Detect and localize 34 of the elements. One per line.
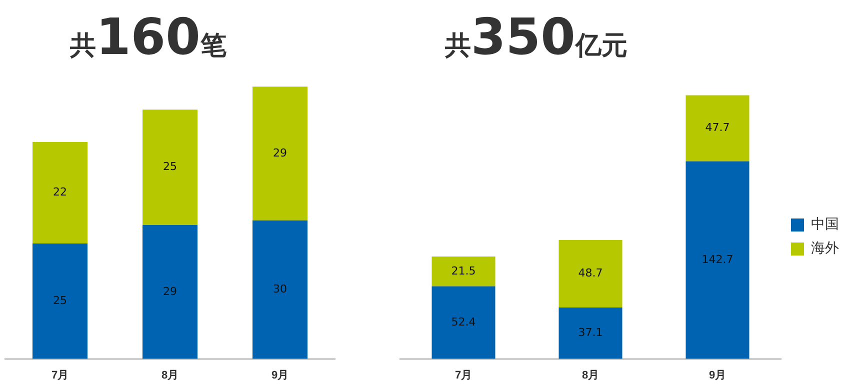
bar xyxy=(142,110,198,226)
bar xyxy=(142,225,198,359)
data-label: 29 xyxy=(163,284,177,298)
x-tick-label: 7月 xyxy=(51,369,69,382)
data-label: 142.7 xyxy=(702,252,734,266)
data-label: 48.7 xyxy=(578,266,603,280)
x-tick-label: 9月 xyxy=(271,369,289,382)
bar xyxy=(252,86,308,220)
data-label: 29 xyxy=(273,146,287,160)
legend-label: 海外 xyxy=(811,240,839,257)
bar xyxy=(686,95,750,162)
data-label: 21.5 xyxy=(451,264,476,278)
chart-title: 共160笔 xyxy=(70,8,226,66)
legend-label: 中国 xyxy=(811,216,839,233)
x-tick-label: 8月 xyxy=(161,369,179,382)
data-label: 37.1 xyxy=(578,326,603,339)
data-label: 52.4 xyxy=(451,315,476,328)
bar xyxy=(686,161,750,359)
bar xyxy=(432,256,496,286)
data-label: 25 xyxy=(53,294,67,307)
bar xyxy=(558,240,622,308)
bar xyxy=(432,286,496,359)
bar xyxy=(252,220,308,359)
data-label: 47.7 xyxy=(705,121,730,134)
data-label: 25 xyxy=(163,160,177,174)
x-tick-label: 9月 xyxy=(708,369,726,382)
data-label: 30 xyxy=(273,282,287,296)
chart-title: 共350亿元 xyxy=(445,8,628,66)
bar xyxy=(32,142,88,244)
x-tick-label: 8月 xyxy=(582,369,600,382)
bar xyxy=(558,307,622,359)
x-tick-label: 7月 xyxy=(454,369,472,382)
bar xyxy=(32,243,88,359)
data-label: 22 xyxy=(53,186,67,199)
